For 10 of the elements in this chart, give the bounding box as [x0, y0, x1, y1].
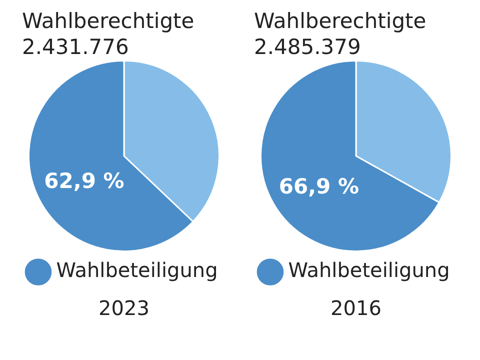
legend-label: Wahlbeteiligung [56, 258, 218, 282]
chart-subtitle: 2.485.379 [253, 34, 362, 60]
chart-title: Wahlberechtigte [21, 8, 196, 34]
data-label: 62,9 % [44, 169, 124, 194]
data-label: 66,9 % [278, 174, 360, 199]
text: 2023 [98, 296, 150, 320]
chart-title: Wahlberechtigte [253, 8, 428, 34]
text: 2016 [330, 296, 382, 320]
legend-label: Wahlbeteiligung [288, 258, 450, 282]
chart-subtitle: 2.431.776 [21, 34, 130, 60]
